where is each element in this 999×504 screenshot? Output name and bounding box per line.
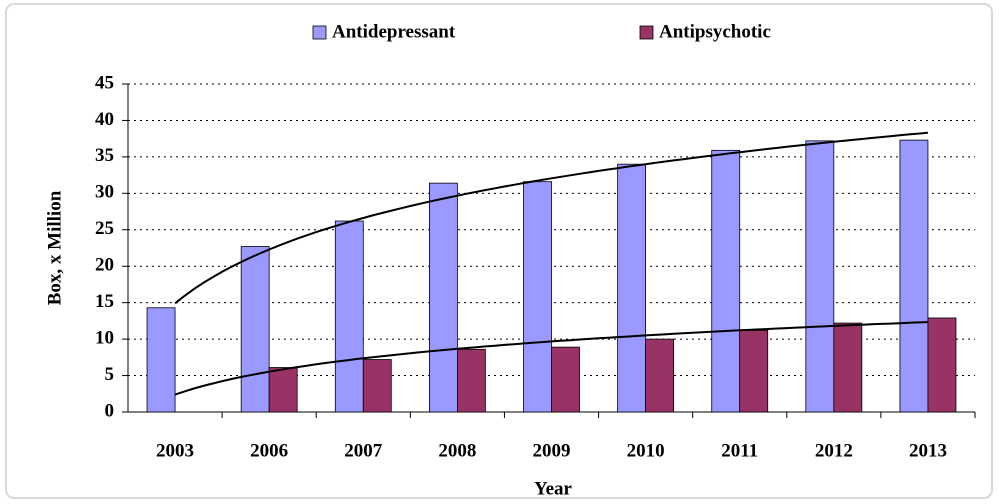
y-tick-label: 0	[105, 400, 115, 421]
x-tick-label: 2007	[344, 440, 383, 461]
x-tick-label: 2010	[627, 440, 665, 461]
legend-swatch	[639, 25, 654, 40]
legend-label: Antidepressant	[332, 21, 456, 42]
y-tick-label: 5	[105, 364, 115, 385]
legend-swatch	[312, 25, 327, 40]
bar	[899, 139, 929, 413]
bar	[240, 246, 270, 413]
x-tick-label: 2011	[721, 440, 758, 461]
bar	[428, 182, 458, 413]
y-axis-title: Box, x Million	[44, 190, 65, 305]
bar	[268, 367, 298, 413]
bar	[334, 220, 364, 413]
bar	[833, 322, 863, 413]
y-tick-label: 45	[95, 72, 114, 93]
y-tick-label: 40	[95, 109, 114, 130]
bar	[523, 181, 552, 413]
bar	[551, 346, 580, 413]
bar	[739, 329, 769, 413]
chart-frame	[5, 3, 993, 499]
x-tick-label: 2003	[156, 440, 194, 461]
bar	[711, 149, 741, 413]
x-tick-label: 2012	[815, 440, 853, 461]
y-tick-label: 25	[95, 218, 114, 239]
y-tick-label: 20	[95, 255, 114, 276]
x-tick-label: 2009	[533, 440, 571, 461]
bar	[146, 307, 176, 413]
y-tick-label: 35	[95, 145, 114, 166]
bar	[362, 359, 392, 413]
trendline	[174, 321, 928, 396]
x-axis-title: Year	[534, 478, 573, 499]
y-tick-label: 15	[95, 291, 114, 312]
x-tick-label: 2008	[438, 440, 476, 461]
bar	[617, 163, 647, 413]
y-tick-label: 30	[95, 182, 114, 203]
bar	[805, 140, 835, 413]
bar	[927, 317, 957, 413]
bar	[645, 338, 675, 413]
legend-label: Antipsychotic	[659, 21, 771, 42]
x-tick-label: 2013	[909, 440, 947, 461]
x-tick-label: 2006	[250, 440, 288, 461]
trendline	[174, 131, 928, 305]
y-tick-label: 10	[95, 327, 114, 348]
bar	[456, 348, 486, 413]
